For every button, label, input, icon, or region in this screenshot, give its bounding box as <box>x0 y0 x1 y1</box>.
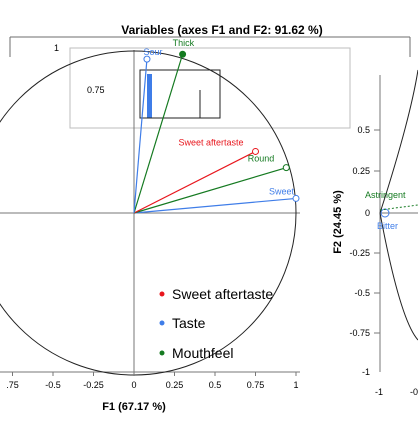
legend-marker-taste <box>159 320 165 326</box>
vector-thick <box>133 54 184 214</box>
vector-point-sweet <box>292 194 300 202</box>
y-tick-label-right: 0.5 <box>357 125 370 135</box>
vector-label-thick: Thick <box>173 38 195 48</box>
second-plot-axes <box>374 69 418 372</box>
chart-title: Variables (axes F1 and F2: 91.62 %) <box>121 23 322 37</box>
vector-point-sour <box>143 55 151 63</box>
vector-point-round <box>282 164 290 172</box>
x-tick-label: -0.25 <box>83 380 104 390</box>
vector-label-sweet: Sweet <box>269 186 295 196</box>
x-tick-label: 0.25 <box>166 380 184 390</box>
x-tick-right-1: -1 <box>375 387 383 397</box>
y-tick-075: 0.75 <box>87 85 105 95</box>
x-tick-labels: .75 -0.5 -0.25 0 0.25 0.5 0.75 1 <box>6 372 299 390</box>
legend-label-taste: Taste <box>172 315 206 331</box>
x-tick-label: 0 <box>131 380 136 390</box>
x-tick-label: 1 <box>293 380 298 390</box>
y-tick-label-right: -0.75 <box>349 328 370 338</box>
x-tick-label: -0.5 <box>45 380 61 390</box>
x-tick-label: 0.75 <box>247 380 265 390</box>
vector-round <box>133 167 287 214</box>
legend-label-mouthfeel: Mouthfeel <box>172 345 233 361</box>
vector-sweet-aftertaste <box>133 150 256 214</box>
vector-label-astringent: Astringent <box>365 190 406 200</box>
x-tick-label: .75 <box>6 380 19 390</box>
y-tick-label-right: -0.25 <box>349 248 370 258</box>
vector-sweet <box>133 197 297 214</box>
vector-point-sweet-aftertaste <box>252 147 259 155</box>
x-tick-label: 0.5 <box>209 380 222 390</box>
y-tick-label-right: 0 <box>365 208 370 218</box>
legend: Sweet aftertaste Taste Mouthfeel <box>159 286 273 361</box>
vector-label-sour: Sour <box>143 47 162 57</box>
y-tick-labels-right: 0.5 0.25 0 -0.25 -0.5 -0.75 -1 <box>349 125 370 377</box>
vector-point-thick <box>179 50 187 58</box>
legend-marker-mouthfeel <box>159 350 165 356</box>
vector-label-round: Round <box>248 154 275 164</box>
y-tick-label-right: 0.25 <box>352 166 370 176</box>
y-tick-1: 1 <box>54 43 59 53</box>
x-axis-label: F1 (67.17 %) <box>102 401 166 413</box>
vector-label-sweet-aftertaste: Sweet aftertaste <box>178 137 243 147</box>
vector-label-bitter: Bitter <box>377 221 398 231</box>
y-axis-label-right: F2 (24.45 %) <box>332 190 344 254</box>
y-tick-label-right: -0.5 <box>354 288 370 298</box>
x-tick-right-2: -0 <box>410 387 418 397</box>
legend-label-sweet-aftertaste: Sweet aftertaste <box>172 286 273 302</box>
vector-sour <box>133 59 148 214</box>
legend-marker-sweet-aftertaste <box>159 291 165 297</box>
y-tick-label-right: -1 <box>362 367 370 377</box>
